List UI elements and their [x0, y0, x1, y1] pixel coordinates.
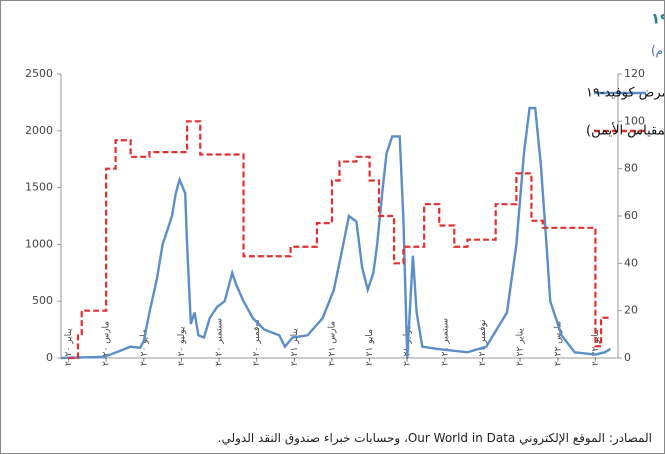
x-tick-label: نوفمبر ٢٠٢١ [478, 319, 488, 366]
y-tick-label: 2000 [25, 124, 53, 137]
y2-tick-label: 100 [624, 114, 645, 127]
x-tick-label: مارس ٢٠٢١ [327, 321, 337, 366]
y-tick-label: 0 [46, 351, 53, 364]
x-tick-label: سبتمبر ٢٠٢١ [440, 318, 450, 366]
y-tick-label: 2500 [25, 67, 53, 80]
series-line [60, 106, 612, 360]
x-tick-label: يناير ٢٠٢١ [290, 328, 300, 366]
x-tick-label: مايو ٢٠٢٠ [139, 329, 149, 366]
y2-tick-label: 20 [624, 304, 638, 317]
x-tick-label: مايو ٢٠٢١ [365, 329, 375, 366]
y2-tick-label: 40 [624, 256, 638, 269]
y-tick-label: 1500 [25, 181, 53, 194]
y2-tick-label: 0 [624, 351, 631, 364]
x-tick-label: مارس ٢٠٢٢ [553, 321, 563, 366]
x-tick-label: مارس ٢٠٢٠ [102, 321, 112, 366]
x-tick-label: نوفمبر ٢٠٢٠ [252, 319, 262, 366]
y2-tick-label: 80 [624, 162, 638, 175]
y-tick-label: 500 [32, 294, 53, 307]
legend-label: حالات الإصابة الجديدة بمرض كوفيد-١٩ [586, 86, 664, 101]
source-note: المصادر: الموقع الإلكتروني Our World in … [217, 431, 652, 445]
series-line [68, 120, 611, 360]
x-tick-label: يناير ٢٠٢٠ [64, 328, 74, 366]
y2-tick-label: 120 [624, 67, 645, 80]
y2-tick-label: 60 [624, 209, 638, 222]
chart-subtitle: (متوسط متحرك يغطي ٧ أيام) [651, 43, 664, 59]
x-tick-label: سبتمبر ٢٠٢٠ [215, 318, 225, 366]
legend-label: مؤشر صرامة الإجراءات الحكومية (المقياس ا… [586, 122, 664, 139]
x-tick-label: يوليو ٢٠٢٠ [177, 326, 187, 366]
x-tick-label: يناير ٢٠٢٢ [516, 328, 526, 366]
chart-title: حالات الإصابة الجديدة بمرض كوفيد-١٩ [651, 10, 664, 28]
x-tick-label: مايو ٢٠٢٢ [591, 329, 601, 366]
y-tick-label: 1000 [25, 237, 53, 250]
